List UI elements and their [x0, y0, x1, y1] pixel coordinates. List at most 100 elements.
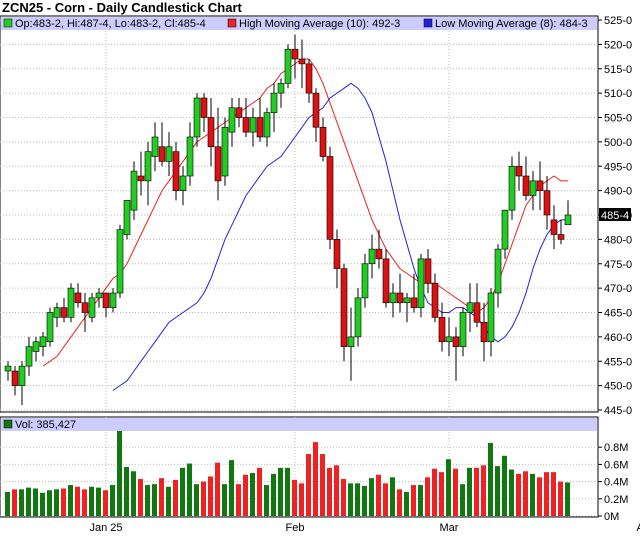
candle — [53, 302, 61, 328]
legend-swatch-ohlc — [3, 18, 13, 28]
volume-bar — [250, 473, 255, 516]
candle — [550, 205, 558, 250]
candles — [4, 34, 572, 406]
price-tick-label: 500-0 — [604, 137, 632, 149]
volume-bar — [411, 485, 416, 516]
candle — [445, 317, 453, 357]
candle — [417, 254, 425, 318]
volume-bar — [110, 485, 115, 516]
volume-bar — [390, 477, 395, 516]
candle-body — [60, 307, 68, 318]
volume-tick-label: 0.4M — [604, 477, 628, 489]
candle-body — [557, 234, 565, 240]
candle-body — [4, 365, 12, 372]
candle-body — [270, 92, 278, 113]
price-tick-label: 520-0 — [604, 39, 632, 51]
volume-tick-label: 0M — [604, 511, 619, 523]
volume-bar — [432, 468, 437, 516]
candle — [109, 288, 117, 313]
candle — [179, 166, 187, 206]
volume-bar — [201, 481, 206, 516]
candle — [39, 332, 47, 357]
candle — [529, 171, 537, 211]
candle — [270, 83, 278, 133]
candle — [207, 98, 215, 167]
volume-bar — [369, 478, 374, 516]
volume-bar — [117, 430, 122, 516]
candle — [354, 288, 362, 347]
candle-body — [39, 336, 47, 347]
candle — [515, 151, 523, 191]
candle-body — [263, 112, 271, 138]
date-tick-label: Jan 25 — [89, 522, 122, 534]
candle — [67, 283, 75, 323]
candle — [543, 176, 551, 230]
volume-bar — [278, 467, 283, 516]
candle — [522, 156, 530, 201]
volume-bar — [222, 484, 227, 516]
price-tick-label: 490-0 — [604, 186, 632, 198]
volume-bar — [26, 487, 31, 516]
candle — [438, 302, 446, 352]
volume-bar — [537, 477, 542, 516]
candle-body — [438, 317, 446, 343]
candle — [60, 297, 68, 323]
candle — [137, 151, 145, 196]
candle — [4, 361, 12, 381]
candle-body — [18, 365, 26, 386]
candle — [88, 293, 96, 323]
candle — [501, 209, 509, 259]
volume-bar — [523, 471, 528, 516]
candle-body — [326, 156, 334, 240]
volume-bar — [341, 479, 346, 516]
candle-body — [74, 292, 82, 304]
candle — [284, 44, 292, 89]
candle-body — [536, 180, 544, 191]
candle-body — [109, 292, 117, 308]
volume-bar — [404, 491, 409, 516]
volume-bar — [54, 489, 59, 516]
candle-body — [508, 165, 516, 211]
volume-bar — [257, 467, 262, 516]
price-tick-label: 475-0 — [604, 259, 632, 271]
volume-bar — [12, 489, 17, 516]
candle — [263, 107, 271, 147]
candle-body — [214, 146, 222, 182]
volume-legend: Vol: 385,427 — [1, 418, 597, 431]
candle — [165, 132, 173, 176]
price-panel — [0, 15, 599, 413]
price-tick-label: 445-0 — [604, 405, 632, 417]
volume-bar — [453, 468, 458, 516]
candle-body — [312, 92, 320, 128]
volume-bar — [33, 488, 38, 516]
candle-body — [494, 248, 502, 294]
candle — [333, 229, 341, 289]
candle — [102, 292, 110, 318]
candle-body — [81, 302, 89, 313]
candle-body — [410, 297, 418, 308]
volume-bar — [208, 476, 213, 516]
candle-body — [95, 292, 103, 299]
date-tick-label: Feb — [286, 522, 305, 534]
volume-bar — [334, 465, 339, 516]
candle — [74, 283, 82, 308]
candle-body — [284, 48, 292, 84]
candle-body — [396, 292, 404, 304]
candle — [221, 117, 229, 186]
price-tick-label: 510-0 — [604, 88, 632, 100]
candle-body — [116, 229, 124, 294]
volume-bar — [145, 485, 150, 516]
legend-swatch-high-ma — [227, 18, 237, 28]
candle-body — [102, 292, 110, 308]
candle-body — [67, 287, 75, 318]
candle-body — [228, 107, 236, 133]
candle — [242, 98, 250, 137]
volume-tick-label: 0.8M — [604, 442, 628, 454]
volume-bar — [173, 479, 178, 516]
volume-bar — [509, 469, 514, 516]
legend-ohlc: Op:483-2, Hi:487-4, Lo:483-2, Cl:485-4 — [15, 18, 206, 30]
candle-body — [368, 248, 376, 265]
candle-body — [221, 126, 229, 177]
candle — [123, 200, 131, 240]
